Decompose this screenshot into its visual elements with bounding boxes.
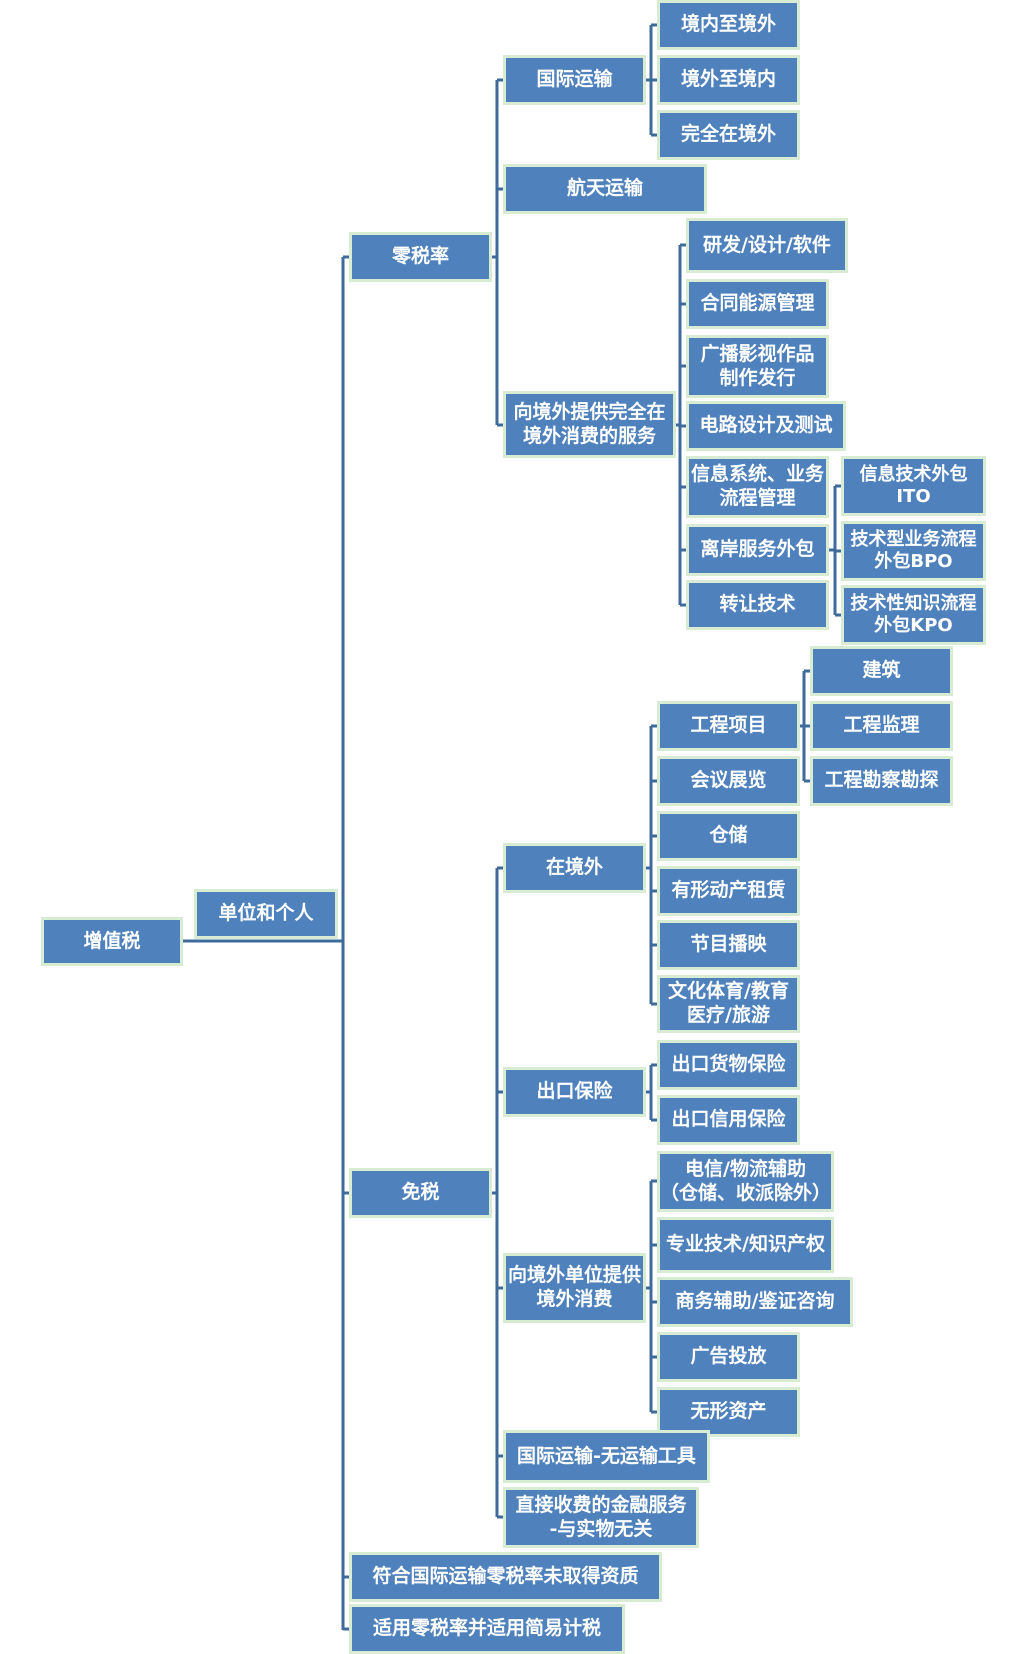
node-export-goods-insurance: 出口货物保险	[657, 1040, 800, 1090]
node-foreign-units-service: 向境外单位提供境外消费	[503, 1253, 646, 1323]
node-info-system-process: 信息系统、业务流程管理	[686, 456, 829, 518]
node-tech-transfer: 转让技术	[686, 580, 829, 630]
node-circuit-design: 电路设计及测试	[686, 401, 846, 451]
node-broadcast-film: 广播影视作品 制作发行	[686, 335, 829, 398]
node-tangible-leasing: 有形动产租赁	[657, 866, 800, 916]
node-program-broadcast: 节目播映	[657, 920, 800, 970]
node-energy-contract: 合同能源管理	[686, 279, 829, 329]
node-intl-transport-unqualified: 符合国际运输零税率未取得资质	[349, 1552, 662, 1602]
node-intl-transport: 国际运输	[503, 55, 646, 105]
node-telecom-logistics: 电信/物流辅助 （仓储、收派除外）	[657, 1151, 834, 1212]
node-zero-rate-simple-tax: 适用零税率并适用简易计税	[349, 1604, 625, 1654]
node-exempt: 免税	[349, 1168, 492, 1218]
node-export-insurance: 出口保险	[503, 1067, 646, 1117]
node-professional-tech-ip: 专业技术/知识产权	[657, 1217, 834, 1273]
node-units-individuals: 单位和个人	[194, 889, 338, 939]
node-business-consulting: 商务辅助/鉴证咨询	[657, 1277, 853, 1327]
node-ito: 信息技术外包ITO	[841, 456, 986, 516]
node-aerospace-transport: 航天运输	[503, 164, 707, 214]
node-advertising: 广告投放	[657, 1332, 800, 1382]
node-engineering-project: 工程项目	[657, 701, 800, 751]
node-warehousing: 仓储	[657, 811, 800, 861]
node-fully-abroad: 完全在境外	[657, 110, 800, 160]
node-overseas: 在境外	[503, 843, 646, 893]
node-engineering-survey: 工程勘察勘探	[810, 756, 953, 806]
node-bpo: 技术型业务流程外包BPO	[841, 521, 986, 581]
node-abroad-to-domestic: 境外至境内	[657, 55, 800, 105]
node-direct-financial-service: 直接收费的金融服务 -与实物无关	[503, 1487, 699, 1548]
node-zero-rate: 零税率	[349, 232, 492, 282]
node-intl-transport-no-tools: 国际运输-无运输工具	[503, 1430, 710, 1483]
node-culture-education: 文化体育/教育 医疗/旅游	[657, 975, 800, 1033]
node-conference-exhibition: 会议展览	[657, 756, 800, 806]
node-export-credit-insurance: 出口信用保险	[657, 1095, 800, 1145]
node-domestic-to-abroad: 境内至境外	[657, 0, 800, 50]
node-service-abroad: 向境外提供完全在境外消费的服务	[503, 391, 676, 458]
node-construction: 建筑	[810, 646, 953, 696]
node-intangible-assets: 无形资产	[657, 1387, 800, 1437]
node-kpo: 技术性知识流程外包KPO	[841, 585, 986, 645]
node-vat: 增值税	[41, 917, 183, 966]
node-engineering-supervision: 工程监理	[810, 701, 953, 751]
node-rnd-design-software: 研发/设计/软件	[686, 218, 848, 273]
node-offshore-outsourcing: 离岸服务外包	[686, 524, 829, 576]
